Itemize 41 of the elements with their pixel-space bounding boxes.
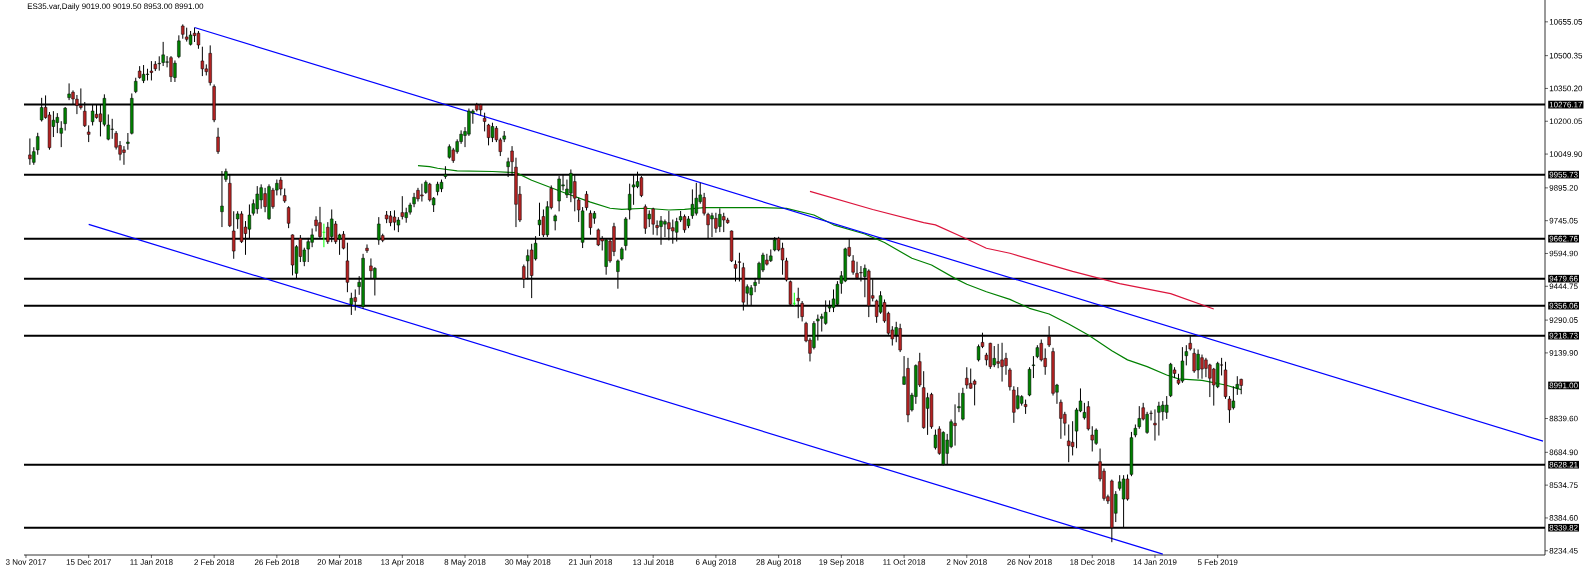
candlestick: [1204, 357, 1208, 378]
candlestick: [1000, 342, 1004, 382]
candlestick: [1196, 349, 1200, 379]
candlestick: [722, 212, 726, 233]
candlestick: [988, 342, 992, 369]
candlestick: [718, 208, 722, 233]
candlestick: [1212, 367, 1216, 406]
candlestick: [792, 292, 797, 306]
candlestick: [1067, 424, 1071, 463]
candlestick: [1165, 396, 1169, 419]
candlestick: [322, 223, 326, 248]
candlestick: [1086, 401, 1090, 431]
candlestick: [694, 182, 698, 216]
candlestick: [972, 379, 977, 406]
candlestick: [169, 56, 173, 82]
candlestick: [420, 183, 424, 202]
candlestick: [643, 204, 647, 234]
candlestick: [1090, 426, 1094, 452]
candlestick: [996, 343, 1000, 369]
candlestick: [1016, 387, 1020, 410]
candlestick: [1200, 354, 1204, 379]
candlestick: [400, 196, 404, 220]
candlestick: [55, 113, 59, 134]
candlestick: [365, 244, 369, 253]
candlestick: [216, 127, 220, 154]
candlestick: [651, 207, 655, 235]
candlestick: [992, 346, 996, 368]
candlestick: [286, 206, 291, 229]
candlestick: [965, 367, 969, 389]
candlestick: [173, 60, 177, 82]
candlestick: [28, 138, 32, 165]
candlestick: [1023, 399, 1028, 414]
candlestick: [161, 41, 165, 67]
candlestick: [953, 404, 957, 446]
candlestick: [714, 212, 718, 233]
candlestick: [933, 429, 938, 450]
candlestick: [177, 35, 181, 59]
line-series: [809, 190, 1215, 310]
candlestick: [67, 83, 71, 101]
candlestick: [157, 56, 161, 71]
candlestick: [255, 186, 259, 214]
